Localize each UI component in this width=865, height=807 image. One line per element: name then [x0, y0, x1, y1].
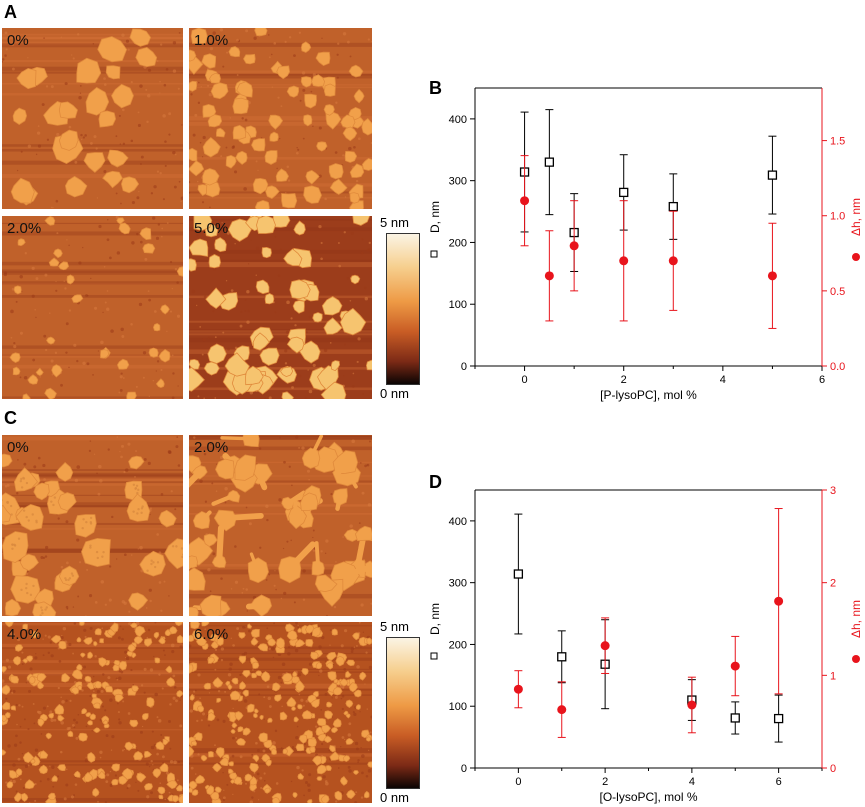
data-point-dh	[774, 596, 784, 606]
data-point-d	[767, 170, 778, 180]
x-tick-label: 4	[689, 776, 695, 788]
afm-image-c-2: 2.0%	[189, 435, 372, 616]
y-axis-label: D, nm	[428, 201, 442, 233]
x-tick-label: 6	[776, 776, 782, 788]
x-tick-label: 0	[522, 374, 528, 386]
y-tick-label: 400	[449, 516, 467, 528]
x-tick-label: 2	[602, 776, 608, 788]
height-colorbar-c	[386, 637, 420, 789]
afm-texture	[2, 28, 183, 209]
x-axis-label: [P-lysoPC], mol %	[600, 388, 697, 402]
afm-texture	[189, 622, 372, 803]
afm-concentration-label: 2.0%	[194, 439, 229, 456]
data-point-d	[773, 713, 784, 724]
data-point-dh	[767, 271, 777, 281]
colorbar-a-bottom-label: 0 nm	[380, 386, 409, 401]
y2-axis-label: Δh, nm	[849, 600, 863, 638]
data-point-dh	[619, 256, 629, 266]
afm-texture	[2, 435, 183, 616]
data-point-dh	[569, 241, 579, 251]
y-tick-label: 300	[449, 578, 467, 590]
afm-image-a-1: 0%	[2, 28, 183, 209]
afm-concentration-label: 1.0%	[194, 32, 229, 49]
y2-tick-label: 0	[830, 763, 836, 775]
data-point-dh	[520, 196, 530, 206]
data-point-dh	[557, 705, 567, 715]
x-tick-label: 2	[621, 374, 627, 386]
afm-texture	[189, 28, 372, 209]
y2-tick-label: 1.0	[830, 211, 845, 223]
afm-concentration-label: 0%	[7, 439, 29, 456]
afm-concentration-label: 6.0%	[194, 626, 229, 643]
panel-letter-b: B	[429, 78, 442, 98]
chart-b: 0 2 4 6 0 100 200 300 400 0.0 0.5 1.0 1.5 [P-lysoPC],…	[428, 87, 863, 402]
y-tick-label: 0	[461, 361, 467, 373]
panel-letter-d: D	[429, 472, 442, 492]
data-point-d	[513, 569, 524, 579]
data-point-dh	[687, 700, 697, 710]
y2-tick-label: 2	[830, 578, 836, 590]
y-axis-legend-square	[430, 652, 438, 660]
y2-tick-label: 3	[830, 485, 836, 497]
chart-d: 0 2 4 6 0 100 200 300 400 0 1 2 3 [O-lysoPC], mol % D,…	[428, 485, 863, 804]
x-tick-label: 4	[720, 374, 726, 386]
afm-texture	[2, 216, 183, 399]
y-tick-label: 300	[449, 176, 467, 188]
data-point-dh	[730, 661, 740, 671]
y-tick-label: 100	[449, 299, 467, 311]
data-point-dh	[668, 256, 678, 266]
afm-texture	[189, 216, 372, 399]
data-point-d	[544, 157, 555, 167]
y2-axis-legend-circle	[852, 253, 860, 261]
x-axis-label: [O-lysoPC], mol %	[599, 790, 697, 804]
afm-image-c-1: 0%	[2, 435, 183, 616]
y2-tick-label: 1	[830, 670, 836, 682]
afm-image-c-3: 4.0%	[2, 622, 183, 803]
afm-concentration-label: 0%	[7, 32, 29, 49]
y2-axis-legend-circle	[852, 655, 860, 663]
y2-tick-label: 0.0	[830, 361, 845, 373]
colorbar-a-top-label: 5 nm	[380, 215, 409, 230]
afm-concentration-label: 2.0%	[7, 220, 42, 237]
panel-letter-c: C	[4, 408, 17, 428]
x-tick-label: 0	[515, 776, 521, 788]
y-tick-label: 200	[449, 639, 467, 651]
afm-texture	[189, 435, 372, 616]
colorbar-c-top-label: 5 nm	[380, 619, 409, 634]
afm-concentration-label: 5.0%	[194, 220, 229, 237]
afm-image-c-4: 6.0%	[189, 622, 372, 803]
afm-concentration-label: 4.0%	[7, 626, 42, 643]
x-tick-label: 6	[819, 374, 825, 386]
y2-axis-label: Δh, nm	[849, 198, 863, 236]
y-tick-label: 200	[449, 237, 467, 249]
afm-image-a-2: 1.0%	[189, 28, 372, 209]
panel-letter-a: A	[4, 2, 17, 22]
y2-tick-label: 0.5	[830, 286, 845, 298]
data-point-dh	[544, 271, 554, 281]
afm-texture	[2, 622, 183, 803]
data-point-dh	[513, 684, 523, 694]
data-point-d	[619, 187, 629, 198]
y2-tick-label: 1.5	[830, 136, 845, 148]
y-tick-label: 100	[449, 701, 467, 713]
data-point-dh	[600, 641, 610, 651]
height-colorbar-a	[386, 233, 420, 385]
data-point-d	[730, 713, 740, 723]
data-point-d	[557, 652, 567, 662]
y-tick-label: 400	[449, 114, 467, 126]
afm-image-a-4: 5.0%	[189, 216, 372, 399]
data-point-d	[668, 201, 678, 212]
y-axis-legend-square	[430, 250, 438, 258]
afm-image-a-3: 2.0%	[2, 216, 183, 399]
y-axis-label: D, nm	[428, 603, 442, 635]
y-tick-label: 0	[461, 763, 467, 775]
colorbar-c-bottom-label: 0 nm	[380, 790, 409, 805]
